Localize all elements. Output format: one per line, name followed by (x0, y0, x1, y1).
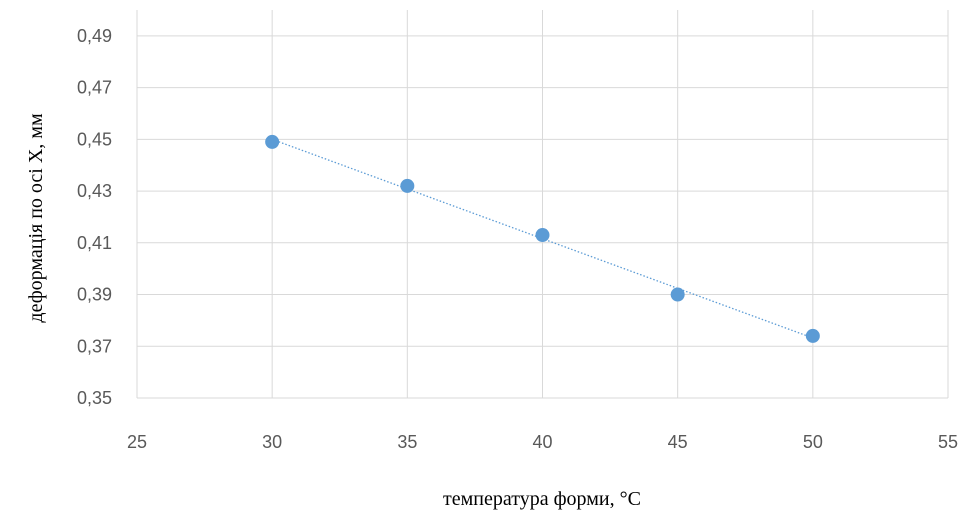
x-tick-labels: 25 30 35 40 45 50 55 (127, 432, 958, 452)
data-point (805, 328, 820, 343)
x-tick-label: 55 (938, 432, 958, 452)
x-tick-label: 25 (127, 432, 147, 452)
data-point (400, 178, 415, 193)
y-axis-title: деформація по осі X, мм (25, 113, 47, 323)
x-tick-label: 30 (262, 432, 282, 452)
x-tick-label: 50 (803, 432, 823, 452)
y-tick-label: 0,49 (77, 26, 112, 46)
y-tick-label: 0,41 (77, 233, 112, 253)
y-tick-label: 0,43 (77, 181, 112, 201)
data-point (265, 134, 280, 149)
data-point (670, 287, 685, 302)
grid-lines (136, 10, 949, 399)
y-tick-labels: 0,35 0,37 0,39 0,41 0,43 0,45 0,47 0,49 (77, 26, 112, 408)
y-tick-label: 0,47 (77, 78, 112, 98)
x-axis-title: температура форми, °C (443, 488, 641, 510)
y-tick-label: 0,45 (77, 129, 112, 149)
y-tick-label: 0,37 (77, 336, 112, 356)
x-tick-label: 40 (532, 432, 552, 452)
y-tick-label: 0,39 (77, 285, 112, 305)
data-point (535, 228, 550, 243)
y-tick-label: 0,35 (77, 388, 112, 408)
x-tick-label: 45 (668, 432, 688, 452)
x-tick-label: 35 (397, 432, 417, 452)
data-points (265, 134, 820, 343)
